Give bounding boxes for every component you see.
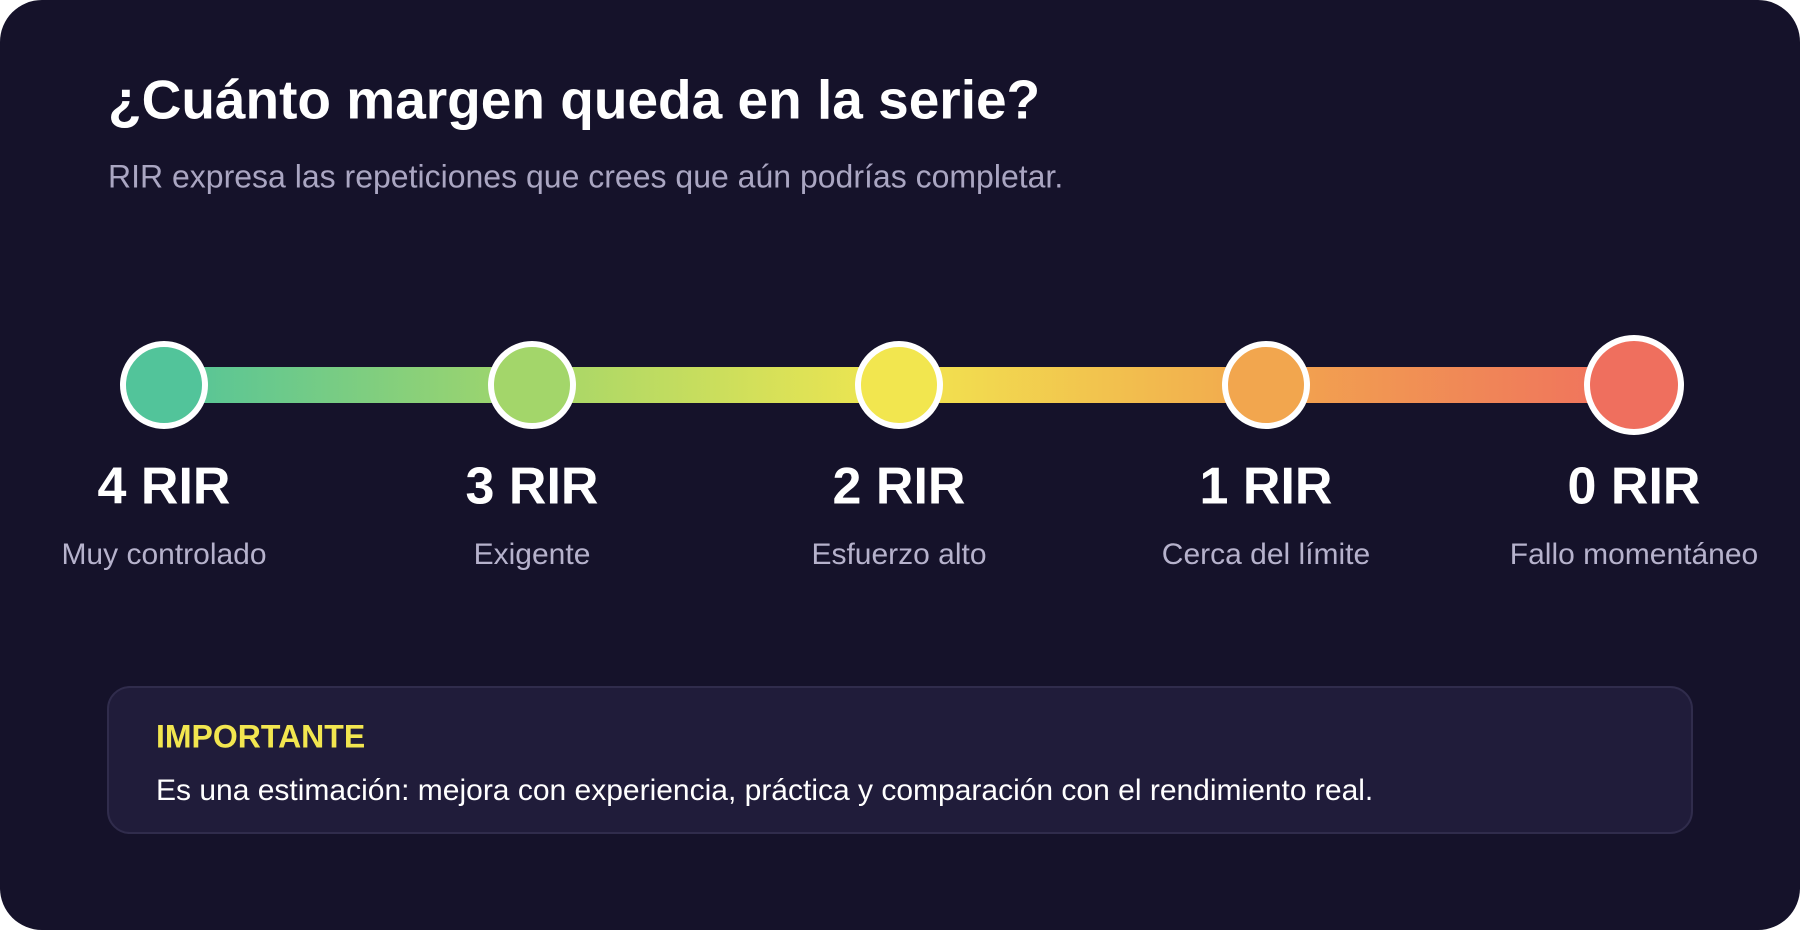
note-box — [107, 686, 1693, 834]
step-label: 2 RIR — [833, 458, 966, 516]
step-dot — [855, 341, 943, 429]
note-text: Es una estimación: mejora con experienci… — [156, 774, 1373, 807]
step-description: Muy controlado — [61, 538, 266, 571]
note-label: IMPORTANTE — [156, 718, 365, 754]
step-label: 1 RIR — [1200, 458, 1333, 516]
step-dot — [120, 341, 208, 429]
step-dot — [488, 341, 576, 429]
step-description: Cerca del límite — [1162, 538, 1370, 571]
step-description: Fallo momentáneo — [1510, 538, 1758, 571]
step-description: Exigente — [474, 538, 591, 571]
title: ¿Cuánto margen queda en la serie? — [108, 69, 1040, 131]
step-label: 4 RIR — [98, 458, 231, 516]
step-description: Esfuerzo alto — [811, 538, 986, 571]
step-dot — [1222, 341, 1310, 429]
subtitle: RIR expresa las repeticiones que crees q… — [108, 158, 1063, 194]
step-dot — [1584, 335, 1684, 435]
step-label: 3 RIR — [466, 458, 599, 516]
step-label: 0 RIR — [1568, 458, 1701, 516]
